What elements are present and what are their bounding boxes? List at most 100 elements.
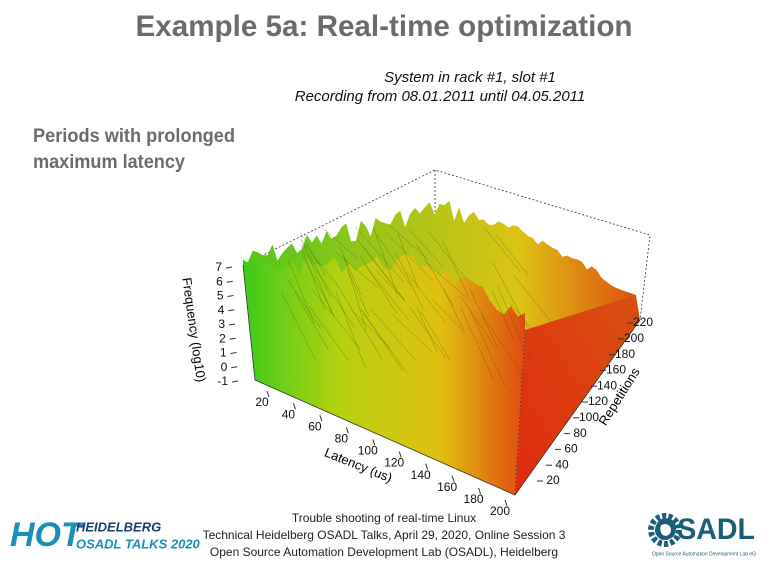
surface-texture: [484, 227, 521, 272]
z-tick-label: 0: [221, 360, 228, 374]
box-edge: [242, 264, 641, 496]
y-tick-label: 160: [606, 363, 626, 377]
z-tick: [228, 323, 236, 326]
x-tick-label: 120: [384, 456, 404, 470]
surface-plot: [242, 169, 651, 496]
x-tick-label: 60: [308, 419, 322, 433]
x-tick-label: 20: [255, 395, 269, 409]
footer-line: Technical Heidelberg OSADL Talks, April …: [203, 528, 566, 542]
z-tick: [226, 280, 233, 283]
x-tick-label: 80: [335, 432, 349, 446]
surface-texture: [409, 306, 446, 358]
y-tick-label: 20: [546, 473, 560, 487]
surface-texture: [300, 252, 335, 317]
x-tick-label: 40: [282, 407, 296, 421]
x-tick-label: 180: [464, 492, 484, 506]
logo-text: OSADL TALKS 2020: [76, 536, 201, 551]
surface-texture: [443, 288, 465, 332]
surface-texture: [308, 305, 349, 361]
y-tick-label: 180: [615, 347, 635, 361]
logo-tagline: Open Source Automation Development Lab e…: [652, 551, 756, 557]
footer-line: Trouble shooting of real-time Linux: [292, 511, 476, 525]
surface-texture: [469, 288, 499, 349]
logo-text: HEIDELBERG: [76, 519, 161, 534]
surface-texture: [359, 255, 397, 314]
surface-texture: [427, 230, 467, 280]
y-tick-label: 40: [555, 457, 569, 471]
x-tick: [478, 487, 482, 495]
x-tick-label: 140: [411, 468, 431, 482]
surface-texture: [346, 268, 370, 317]
z-axis-label: Frequency (log10): [179, 277, 209, 384]
surface-texture: [371, 309, 417, 361]
surface-texture: [351, 310, 390, 348]
surface-texture: [416, 307, 438, 353]
surface-texture: [311, 288, 361, 350]
surface-texture: [432, 299, 466, 334]
logo-gear: [648, 513, 682, 547]
surface-texture: [355, 226, 405, 283]
x-tick: [451, 475, 455, 482]
surface-texture: [468, 307, 506, 387]
logo-gear: [655, 520, 675, 540]
logo-mark: HOT: [10, 516, 85, 554]
y-tick-label: 140: [597, 378, 617, 392]
x-tick-label: 100: [358, 444, 378, 458]
surface-texture: [288, 259, 315, 323]
surface-texture: [319, 224, 359, 260]
z-tick-label: 2: [219, 331, 226, 345]
z-tick: [231, 366, 238, 369]
surface-texture: [334, 281, 382, 360]
surface-texture: [286, 278, 321, 329]
surface-texture: [335, 251, 380, 289]
box-edge: [242, 169, 651, 321]
x-tick: [292, 402, 296, 410]
surface-texture: [376, 270, 407, 303]
surface-texture: [495, 234, 529, 276]
x-tick: [345, 427, 349, 434]
box-edge: [514, 329, 526, 496]
x-tick: [319, 415, 323, 422]
z-tick: [230, 352, 237, 354]
surface-texture: [389, 225, 429, 261]
plot-title: System in rack #1, slot #1: [384, 69, 556, 86]
y-tick-label: 200: [624, 331, 644, 345]
surface-texture: [376, 234, 412, 286]
surface-texture: [300, 237, 333, 314]
x-tick: [372, 439, 376, 446]
surface-front: [243, 253, 525, 495]
surface-texture: [339, 246, 362, 295]
surface-texture: [492, 262, 528, 328]
z-tick: [227, 295, 234, 297]
surface-texture: [299, 231, 326, 277]
logo-name: OSADL: [655, 513, 755, 546]
surface-texture: [442, 240, 469, 297]
logo-left: HOT HEIDELBERG OSADL TALKS 2020: [10, 516, 201, 554]
z-tick: [231, 380, 239, 383]
surface-texture: [420, 311, 450, 360]
z-tick: [228, 309, 235, 312]
z-tick-label: -1: [217, 374, 228, 388]
x-tick-label: 160: [437, 480, 457, 494]
surface-texture: [409, 229, 444, 268]
x-tick: [425, 463, 429, 470]
x-tick: [398, 451, 402, 458]
y-tick-label: 60: [564, 442, 578, 456]
y-tick-label: 100: [579, 410, 599, 424]
z-tick: [225, 266, 233, 269]
surface-texture: [309, 259, 355, 328]
logo-right: OSADL Open Source Automation Development…: [648, 513, 756, 557]
surface-texture: [309, 254, 332, 298]
x-tick-label: 200: [490, 504, 510, 518]
plot-title: Recording from 08.01.2011 until 04.05.20…: [295, 88, 585, 105]
surface-texture: [356, 239, 405, 301]
surface-texture: [344, 257, 367, 332]
surface-texture: [300, 239, 336, 283]
x-tick: [504, 499, 508, 507]
x-tick: [266, 390, 270, 398]
z-tick-label: 6: [216, 274, 223, 288]
z-tick-label: 3: [218, 317, 225, 331]
subtitle: Periods with prolonged: [33, 126, 235, 147]
z-tick: [229, 337, 236, 340]
